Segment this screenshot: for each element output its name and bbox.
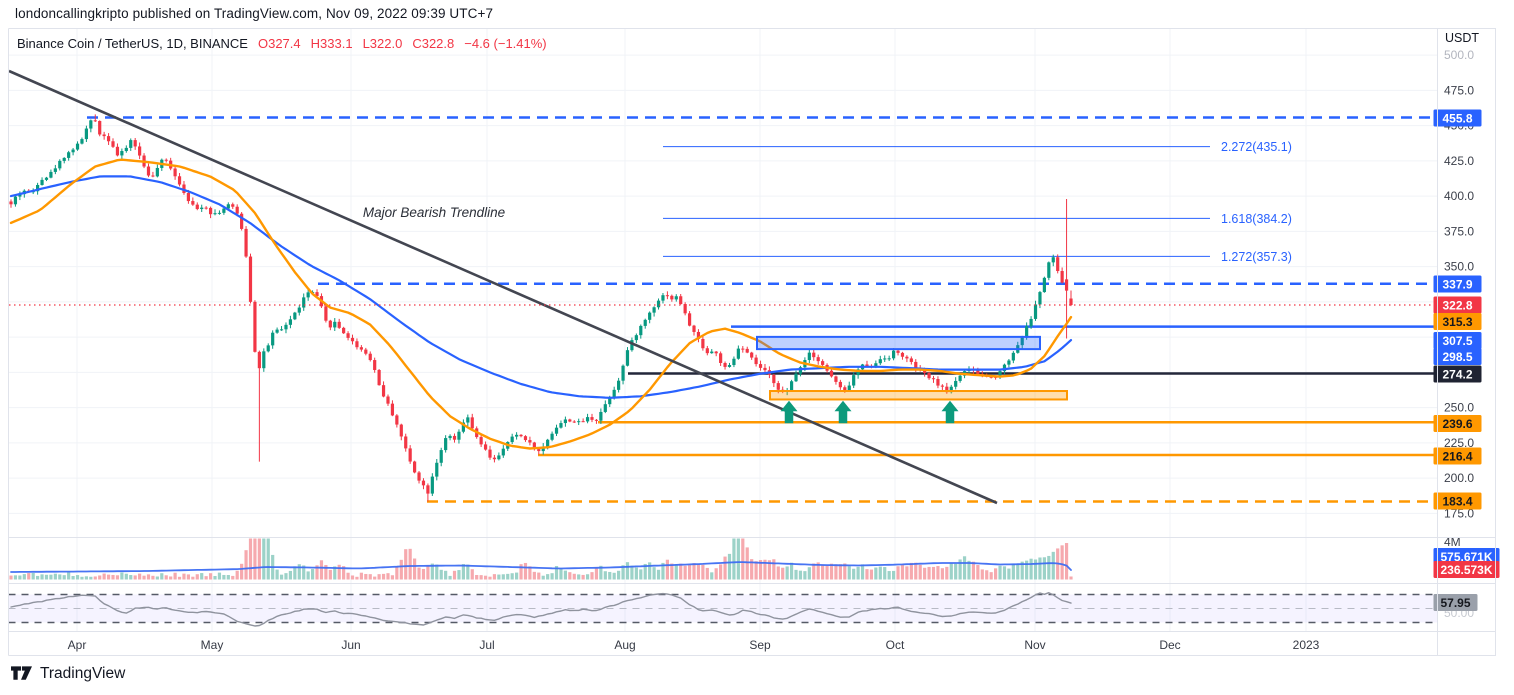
fib-extension-lines: 2.272(435.1) 1.618(384.2) 1.272(357.3) [663,140,1292,264]
svg-text:Sep: Sep [749,638,771,652]
svg-text:307.5: 307.5 [1442,334,1472,348]
svg-text:183.4: 183.4 [1442,494,1472,508]
symbol-title[interactable]: Binance Coin / TetherUS, 1D, BINANCE [17,36,248,51]
svg-text:225.0: 225.0 [1444,436,1474,450]
candlesticks [9,114,1073,502]
svg-text:350.0: 350.0 [1444,260,1474,274]
svg-text:400.0: 400.0 [1444,189,1474,203]
ohlc-open: O327.4 [257,36,301,51]
svg-text:May: May [201,638,224,652]
tradingview-brand-text: TradingView [40,665,126,682]
rsi-pane [8,592,1438,627]
gridlines [8,28,1438,631]
svg-text:Major Bearish Trendline: Major Bearish Trendline [363,205,505,220]
svg-text:4M: 4M [1444,535,1461,549]
svg-text:USDT: USDT [1445,31,1479,45]
tradingview-footer[interactable]: TradingView [11,665,125,683]
svg-text:236.573K: 236.573K [1440,563,1492,577]
svg-text:500.0: 500.0 [1444,48,1474,62]
ohlc-low: L322.0 [362,36,403,51]
svg-text:Oct: Oct [886,638,905,652]
svg-text:200.0: 200.0 [1444,471,1474,485]
chart-legend[interactable]: Binance Coin / TetherUS, 1D, BINANCE O32… [17,36,547,51]
svg-text:1.272(357.3): 1.272(357.3) [1221,250,1292,264]
svg-text:298.5: 298.5 [1442,350,1472,364]
price-badges: 455.8 337.9 322.8 315.3 307.5 298.5 274.2 239.6… [1433,109,1500,611]
svg-text:Jun: Jun [341,638,360,652]
buy-signal-arrows [780,400,959,424]
svg-text:Jul: Jul [479,638,494,652]
svg-text:455.8: 455.8 [1442,111,1472,125]
svg-text:239.6: 239.6 [1442,417,1472,431]
svg-text:315.3: 315.3 [1442,315,1472,329]
svg-text:575.671K: 575.671K [1440,550,1492,564]
ohlc-close: C322.8 [412,36,455,51]
attribution-bar: londoncallingkripto published on Trading… [15,6,493,21]
svg-text:375.0: 375.0 [1444,224,1474,238]
volume-pane [9,538,1073,580]
svg-text:274.2: 274.2 [1442,367,1472,381]
svg-text:1.618(384.2): 1.618(384.2) [1221,212,1292,226]
ohlc-high: H333.1 [310,36,353,51]
svg-text:2023: 2023 [1293,638,1320,652]
svg-text:Nov: Nov [1024,638,1045,652]
attribution-text: londoncallingkripto published on Trading… [15,6,494,21]
svg-text:216.4: 216.4 [1442,449,1472,463]
zones [756,335,1068,401]
svg-text:337.9: 337.9 [1442,277,1472,291]
svg-text:57.95: 57.95 [1440,596,1470,610]
svg-text:175.0: 175.0 [1444,506,1474,520]
svg-text:2.272(435.1): 2.272(435.1) [1221,140,1292,154]
key-levels [87,116,1438,503]
svg-text:Apr: Apr [68,638,87,652]
svg-text:425.0: 425.0 [1444,154,1474,168]
bearish-trendline: Major Bearish Trendline [8,69,998,505]
svg-text:Aug: Aug [614,638,635,652]
svg-text:475.0: 475.0 [1444,83,1474,97]
tradingview-logo-icon [11,666,32,680]
moving-averages [9,158,1073,450]
svg-text:250.0: 250.0 [1444,401,1474,415]
price-change: −4.6 (−1.41%) [464,36,547,51]
pane-borders [8,28,1496,656]
time-axis[interactable]: Apr May Jun Jul Aug Sep Oct Nov Dec 2023 [68,638,1320,652]
svg-text:322.8: 322.8 [1442,298,1472,312]
svg-text:Dec: Dec [1159,638,1180,652]
